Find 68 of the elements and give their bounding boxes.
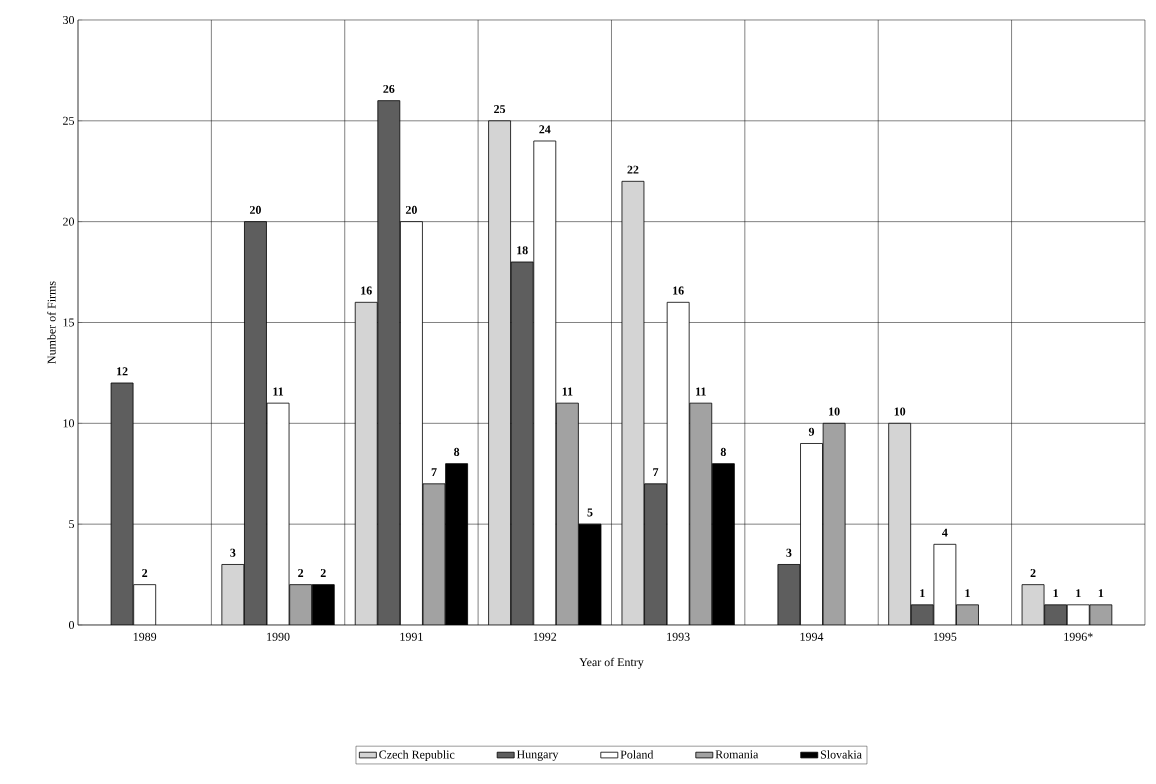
data-label: 10 — [894, 407, 906, 416]
bar — [910, 604, 934, 625]
data-label: 1 — [1098, 589, 1104, 598]
data-label: 22 — [627, 165, 639, 174]
data-label: 1 — [920, 589, 925, 598]
data-label: 3 — [786, 548, 792, 557]
data-label: 12 — [117, 367, 128, 376]
data-label: 20 — [249, 205, 261, 214]
bar — [644, 483, 667, 625]
legend-label: Romania — [715, 750, 759, 759]
data-label: 7 — [431, 468, 437, 477]
data-label: 1 — [1053, 589, 1059, 598]
x-tick-label: 1991 — [400, 632, 423, 641]
data-label: 24 — [539, 125, 551, 134]
data-label: 18 — [517, 246, 528, 255]
data-label: 25 — [494, 105, 506, 114]
y-tick-label: 30 — [63, 15, 75, 25]
data-label: 1 — [1076, 589, 1081, 598]
data-label: 3 — [230, 548, 236, 557]
data-label: 8 — [720, 447, 726, 456]
data-label: 2 — [320, 569, 326, 577]
data-label: 20 — [405, 205, 417, 214]
data-label: 2 — [142, 569, 148, 577]
data-label: 11 — [696, 387, 706, 396]
data-label: 1 — [965, 589, 970, 598]
bar — [510, 261, 534, 625]
bar — [110, 382, 134, 625]
bar — [377, 100, 401, 625]
bar — [956, 604, 979, 625]
bar — [1044, 604, 1068, 625]
data-label: 16 — [361, 286, 372, 295]
data-label: 9 — [808, 427, 815, 436]
y-tick-label: 25 — [63, 116, 75, 125]
legend-label: Slovakia — [820, 750, 862, 759]
data-label: 7 — [653, 468, 659, 477]
x-tick-label: 1995 — [933, 632, 957, 641]
data-label: 2 — [298, 569, 304, 577]
legend-label: Hungary — [516, 750, 559, 761]
y-tick-label: 10 — [63, 419, 75, 428]
x-tick-label: 1996* — [1064, 632, 1093, 641]
x-tick-label: 1992 — [533, 632, 557, 641]
legend-label: Poland — [620, 750, 654, 759]
data-label: 8 — [454, 447, 460, 456]
data-label: 4 — [942, 528, 948, 537]
data-label: 11 — [562, 387, 573, 396]
bar — [555, 402, 579, 625]
y-axis-title: Number of Firms — [47, 281, 56, 364]
y-tick-label: 5 — [69, 520, 75, 529]
data-label: 11 — [273, 387, 284, 396]
y-tick-label: 0 — [68, 620, 75, 630]
data-label: 10 — [829, 407, 840, 416]
bar — [289, 584, 313, 625]
data-label: 26 — [383, 84, 395, 93]
x-tick-label: 1989 — [133, 632, 157, 641]
bar — [822, 422, 846, 625]
data-label: 16 — [673, 286, 684, 295]
y-tick-label: 20 — [63, 217, 75, 226]
y-tick-label: 15 — [63, 318, 75, 327]
bar — [689, 402, 713, 625]
x-tick-label: 1990 — [267, 632, 290, 641]
x-tick-label: 1993 — [667, 632, 690, 641]
data-label: 2 — [1030, 569, 1036, 577]
bar — [244, 221, 267, 625]
legend-label: Czech Republic — [379, 750, 455, 762]
x-axis-title: Year of Entry — [579, 657, 644, 669]
x-tick-label: 1994 — [800, 632, 824, 641]
data-label: 5 — [587, 508, 593, 517]
bar — [422, 483, 446, 625]
